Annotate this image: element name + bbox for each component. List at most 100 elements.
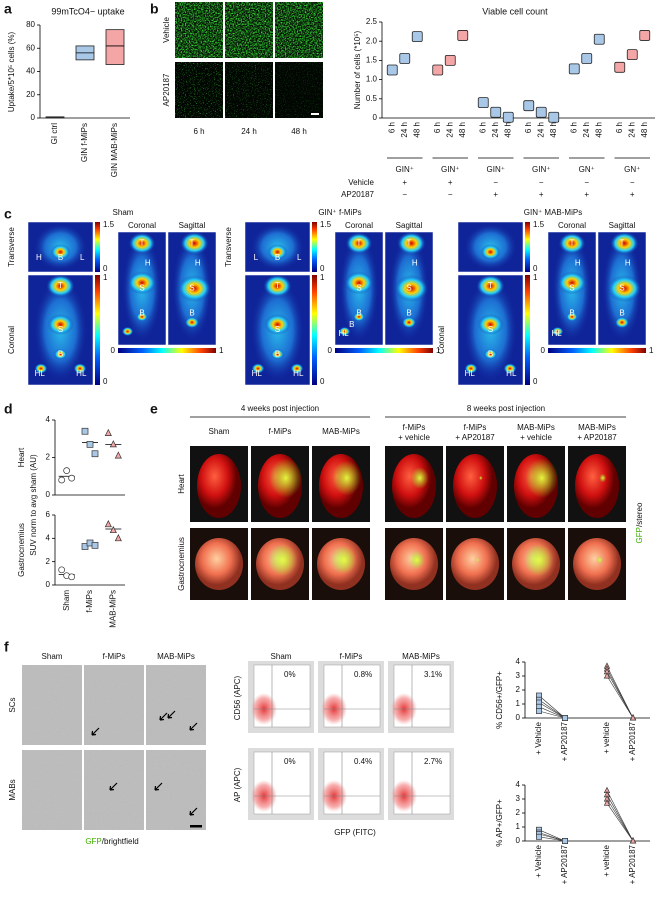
spect-hotspot [54, 349, 67, 360]
column-label: Sham [271, 652, 292, 661]
box [639, 30, 651, 41]
x-tick-label: MAB-MiPs [108, 590, 117, 628]
y-tick-label: 1 [516, 822, 521, 831]
group-label: GIN⁺ [532, 165, 550, 174]
pair-line [538, 710, 566, 719]
image-annotation: B [58, 349, 63, 358]
spect-hotspot [128, 232, 156, 255]
box [490, 106, 502, 118]
group-label: GIN⁺ [396, 165, 414, 174]
y-tick-label: 6 [46, 510, 51, 519]
box [535, 106, 547, 118]
gfp-signal [268, 543, 298, 577]
x-tick-label: 24 h [627, 122, 636, 138]
arrow [109, 782, 118, 791]
box [45, 116, 65, 119]
gfp-signal [599, 473, 607, 483]
pair-line [538, 702, 566, 719]
spect-hotspot [46, 274, 75, 298]
box [614, 61, 626, 73]
y-axis-label: % AP+/GFP+ [495, 799, 504, 847]
y-tick-label: 2 [516, 808, 521, 817]
x-tick-label: GI ctrl [50, 123, 59, 145]
micrograph-texture [22, 665, 82, 745]
point [68, 573, 76, 581]
micrograph-signal [225, 2, 273, 58]
y-tick-label: 4 [516, 657, 521, 666]
column-label: Sham [209, 427, 230, 436]
colorbar [525, 275, 530, 385]
spect-hotspot [476, 274, 505, 298]
x-tick-label: 6 h [387, 122, 396, 133]
x-tick-label: + vehicle [602, 844, 611, 876]
y-axis-label: CD56 (APC) [233, 675, 242, 720]
view-label: Sagittal [609, 221, 636, 230]
pair-line [606, 790, 634, 842]
pair-line [538, 836, 566, 842]
column-label: f-MiPs [403, 423, 426, 432]
y-tick-label: 4 [46, 415, 51, 424]
colorbar-label: 1 [533, 273, 538, 282]
group-label: GN⁺ [624, 165, 640, 174]
point [104, 520, 112, 528]
x-tick-label: 48 h [594, 122, 603, 138]
x-tick-label: f-MiPs [85, 590, 94, 613]
side-label: Transverse [7, 227, 16, 267]
image-annotation: T [190, 238, 195, 247]
group-condition: + [493, 190, 498, 199]
arrow [189, 807, 198, 816]
point [603, 672, 611, 679]
box [477, 97, 489, 109]
subpanel-title: Sham [113, 208, 134, 217]
view-label: Sagittal [179, 221, 206, 230]
point [629, 714, 637, 721]
caption-part: GFP [85, 837, 101, 846]
y-tick-label: 1 [516, 699, 521, 708]
box [593, 33, 605, 45]
group-condition: − [448, 190, 453, 199]
spect-hotspot [127, 271, 157, 295]
image-annotation: L [297, 253, 302, 262]
x-tick-label: + Vehicle [534, 721, 543, 754]
point [629, 837, 637, 844]
image-annotation: HL [252, 369, 263, 378]
image-annotation: S [356, 284, 361, 293]
x-tick-label: 24 h [582, 122, 591, 138]
group-condition: + [402, 178, 407, 187]
x-tick-label: 48 h [458, 122, 467, 138]
quadrant-percent: 0% [284, 757, 296, 766]
spect-hotspot [557, 271, 587, 295]
image-annotation: B [275, 349, 280, 358]
y-tick-label: 0 [31, 113, 36, 122]
spect-hotspot [607, 275, 642, 302]
colorbar [312, 275, 317, 385]
arrow [159, 712, 168, 721]
group-label: GIN⁺ [441, 165, 459, 174]
side-label: GFP/stereo [635, 502, 644, 543]
image-annotation: S [139, 284, 144, 293]
point [603, 799, 611, 806]
spect-hotspot [290, 363, 304, 374]
y-axis-label: Uptake/5*10⁵ cells (%) [7, 32, 16, 113]
pair-line [538, 706, 566, 719]
x-tick-label: + Vehicle [534, 844, 543, 877]
y-tick-label: 40 [26, 67, 35, 76]
arrow [154, 782, 163, 791]
y-tick-label: 1.5 [366, 56, 378, 65]
image-annotation: H [195, 259, 201, 268]
view-label: Coronal [345, 221, 373, 230]
image-annotation: B [349, 320, 354, 329]
column-label: f-MiPs [103, 652, 126, 661]
colorbar-label: 0 [320, 264, 325, 273]
image-annotation: S [58, 325, 63, 334]
image-annotation: H [36, 253, 42, 262]
spect-hotspot [344, 271, 374, 295]
colorbar-label: 1.5 [103, 220, 115, 229]
y-tick-label: 4 [46, 533, 51, 542]
box [523, 100, 535, 112]
box [105, 29, 125, 65]
pair-line [606, 803, 634, 842]
box [626, 49, 638, 61]
image-annotation: HL [35, 369, 46, 378]
micrograph-signal [275, 2, 323, 58]
